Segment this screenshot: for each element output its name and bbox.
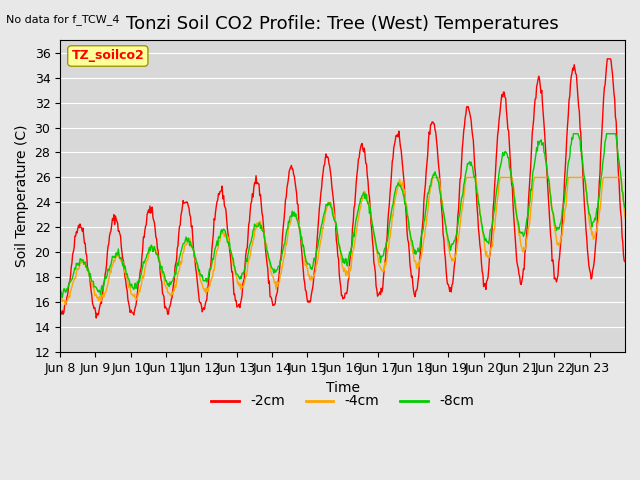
-8cm xyxy=(621,205,629,211)
-4cm xyxy=(255,220,263,226)
-2cm xyxy=(621,259,629,264)
-8cm xyxy=(276,258,284,264)
-8cm xyxy=(58,294,66,300)
-4cm xyxy=(124,276,131,281)
-8cm xyxy=(570,131,577,137)
-2cm xyxy=(255,181,263,187)
-4cm xyxy=(56,295,64,300)
-4cm xyxy=(429,175,436,180)
-8cm xyxy=(433,176,441,181)
X-axis label: Time: Time xyxy=(326,381,360,395)
-2cm xyxy=(402,203,410,209)
-4cm xyxy=(276,271,284,276)
-2cm xyxy=(124,288,131,293)
-4cm xyxy=(621,215,629,220)
-8cm xyxy=(227,250,235,255)
-8cm xyxy=(124,271,131,276)
-2cm xyxy=(604,56,611,62)
-8cm xyxy=(255,220,263,226)
Line: -4cm: -4cm xyxy=(60,178,625,305)
Line: -8cm: -8cm xyxy=(60,134,625,297)
-2cm xyxy=(433,144,441,150)
-2cm xyxy=(56,309,64,314)
Legend: -2cm, -4cm, -8cm: -2cm, -4cm, -8cm xyxy=(205,389,479,414)
-2cm xyxy=(227,260,235,266)
Text: TZ_soilco2: TZ_soilco2 xyxy=(72,49,144,62)
Title: Tonzi Soil CO2 Profile: Tree (West) Temperatures: Tonzi Soil CO2 Profile: Tree (West) Temp… xyxy=(126,15,559,33)
-8cm xyxy=(402,201,410,207)
-4cm xyxy=(434,175,442,180)
Y-axis label: Soil Temperature (C): Soil Temperature (C) xyxy=(15,125,29,267)
Text: No data for f_TCW_4: No data for f_TCW_4 xyxy=(6,14,120,25)
-8cm xyxy=(56,286,64,292)
-4cm xyxy=(61,302,69,308)
-2cm xyxy=(92,315,100,321)
-2cm xyxy=(276,258,284,264)
-4cm xyxy=(402,199,410,204)
-4cm xyxy=(227,248,235,253)
Line: -2cm: -2cm xyxy=(60,59,625,318)
